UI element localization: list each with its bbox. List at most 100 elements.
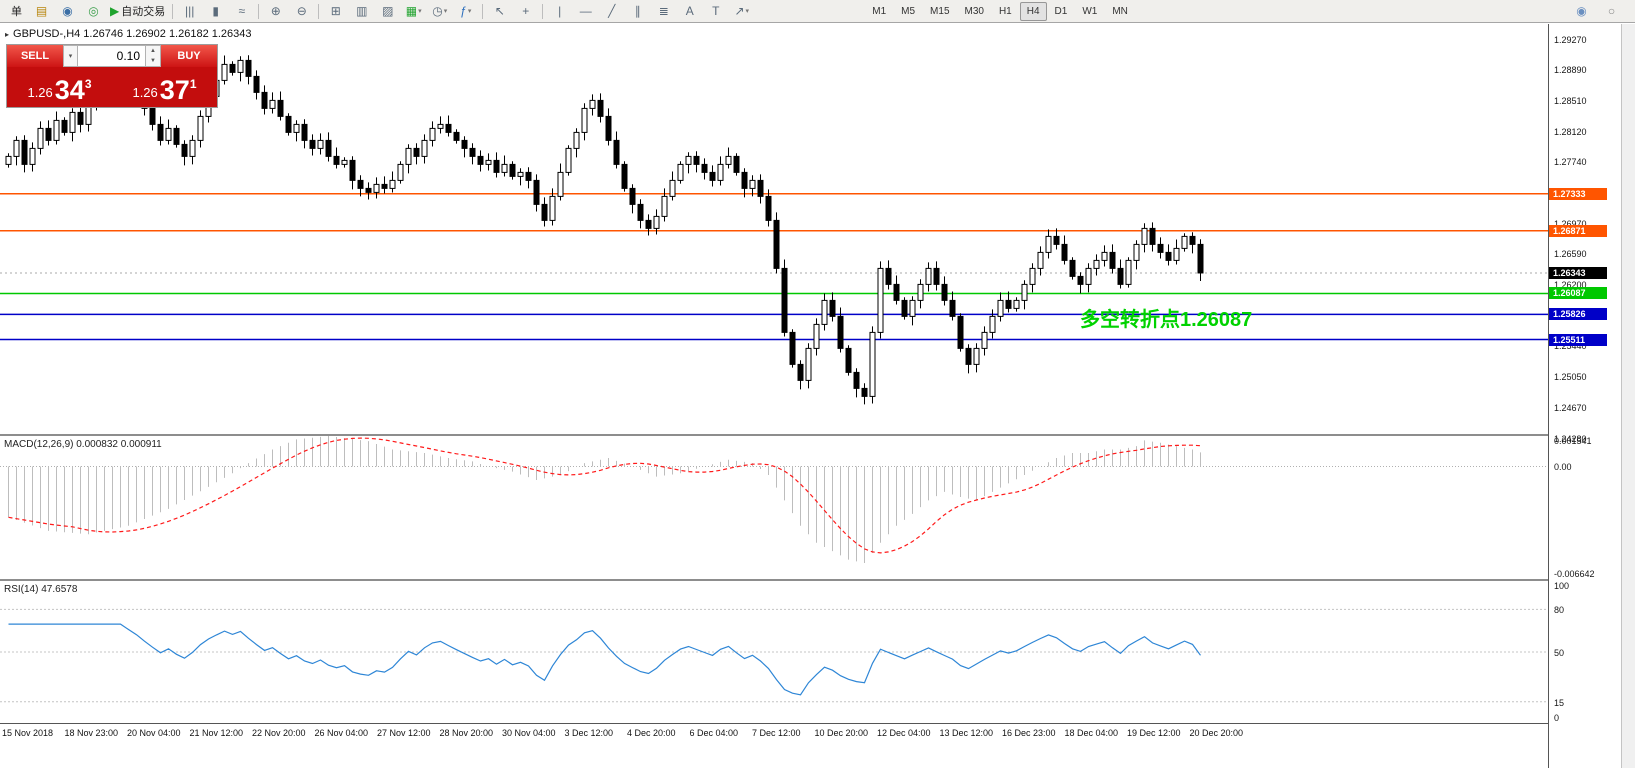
periodicity-icon-dropdown[interactable]: ▾	[443, 8, 448, 15]
timeframe-m5-button[interactable]: M5	[901, 5, 916, 17]
timeframe-w1-button[interactable]: W1	[1082, 5, 1098, 17]
search-icon[interactable]: ○	[1607, 4, 1616, 18]
panel-separator[interactable]	[0, 579, 1635, 581]
chart-shift-icon[interactable]: ▨	[375, 1, 400, 22]
vertical-scrollbar[interactable]	[1621, 24, 1635, 768]
candle-body	[261, 91, 268, 109]
candle-body	[941, 283, 948, 301]
buy-price-big: 37	[159, 74, 190, 105]
time-axis[interactable]: 15 Nov 2018 18 Nov 23:00 20 Nov 04:00 21 No…	[0, 724, 1548, 746]
periodicity-icon[interactable]: ◷ ▾	[427, 1, 452, 22]
candle-body	[165, 127, 172, 141]
indicators-icon: ƒ	[460, 4, 467, 18]
navigator-icon[interactable]: ◎	[81, 1, 106, 22]
candle-body	[581, 107, 588, 133]
candle-body	[701, 163, 708, 173]
candle-body	[477, 155, 484, 165]
price-axis-label: 1.26200	[1554, 280, 1587, 291]
label-tool-icon[interactable]: T	[703, 1, 728, 22]
new-chart-button[interactable]: ▦ ▾	[401, 1, 426, 22]
zoom-in-icon[interactable]: ⊕	[263, 1, 288, 22]
price-chart-panel[interactable]: ▸ GBPUSD-,H4 1.26746 1.26902 1.26182 1.2…	[0, 24, 1548, 434]
market-watch-icon[interactable]: ◉	[55, 1, 80, 22]
channel-tool-icon[interactable]: ∥	[625, 1, 650, 22]
candle-body	[821, 299, 828, 325]
panel-separator	[0, 723, 1635, 724]
candle-body	[1189, 235, 1196, 245]
time-label: 10 Dec 20:00	[814, 728, 869, 738]
rsi-axis-label: 15	[1554, 697, 1565, 708]
time-label: 3 Dec 12:00	[564, 728, 614, 738]
candle-body	[469, 147, 476, 157]
volume-stepper[interactable]: ▲ ▼	[146, 45, 161, 67]
candle-body	[877, 267, 884, 333]
candle-body	[341, 159, 348, 165]
rsi-panel[interactable]: RSI(14) 47.6578	[0, 581, 1548, 723]
candle-body	[37, 127, 44, 149]
candle-body	[493, 159, 500, 173]
candle-body	[605, 115, 612, 141]
candle-body	[1085, 267, 1092, 285]
timeframe-mn-button[interactable]: MN	[1112, 5, 1128, 17]
indicators-icon-dropdown[interactable]: ▾	[467, 8, 472, 15]
candle-body	[645, 219, 652, 229]
buy-price-pip: 1	[189, 77, 197, 91]
chart-window-icon[interactable]: ▤	[29, 1, 54, 22]
indicators-icon[interactable]: ƒ ▾	[453, 1, 478, 22]
macd-panel[interactable]: MACD(12,26,9) 0.000832 0.000911	[0, 436, 1548, 579]
order-button[interactable]: 单	[3, 1, 28, 22]
auto-arrange-icon[interactable]: ▥	[349, 1, 374, 22]
timeframe-m15-button[interactable]: M15	[930, 5, 950, 17]
timeframe-m30-button[interactable]: M30	[964, 5, 984, 17]
trendline-tool-icon[interactable]: ╱	[599, 1, 624, 22]
candle-body	[901, 299, 908, 317]
buy-button[interactable]: BUY	[161, 45, 217, 67]
timeframe-m1-button[interactable]: M1	[872, 5, 887, 17]
price-axis[interactable]: 1.29270 1.28890 1.28510 1.28120 1.27740 1.273…	[1548, 24, 1623, 768]
sell-button[interactable]: SELL	[7, 45, 63, 67]
candle-body	[845, 347, 852, 373]
panel-separator[interactable]	[0, 434, 1635, 436]
candle-body	[1045, 235, 1052, 253]
candle-body	[285, 115, 292, 133]
timeframe-d1-button[interactable]: D1	[1054, 5, 1068, 17]
volume-down-icon[interactable]: ▼	[150, 58, 156, 64]
tile-windows-icon: ⊞	[330, 4, 341, 18]
line-chart-type-icon[interactable]: ≈	[229, 1, 254, 22]
timeframe-h4-button[interactable]: H4	[1019, 1, 1047, 21]
candle-body	[653, 215, 660, 229]
chart-shift-icon: ▨	[382, 4, 394, 18]
candle-body	[293, 123, 300, 133]
candle-body	[997, 299, 1004, 317]
new-chart-button-dropdown[interactable]: ▾	[418, 8, 422, 15]
chart-collapse-icon[interactable]: ▸	[5, 29, 10, 39]
bar-chart-type-icon[interactable]: |||	[177, 1, 202, 22]
candle-body	[917, 283, 924, 301]
timeframe-h1-button[interactable]: H1	[998, 5, 1012, 17]
autotrade-button: ▶	[110, 4, 120, 18]
new-chart-button: ▦	[405, 4, 418, 18]
autotrade-button[interactable]: ▶ 自动交易	[107, 1, 168, 22]
arrows-tool-icon[interactable]: ↗ ▾	[729, 1, 754, 22]
cursor-icon[interactable]: ↖	[487, 1, 512, 22]
time-label: 20 Nov 04:00	[127, 728, 181, 738]
one-click-trade-panel: SELL ▾ ▲ ▼ BUY 1.26 34 3 1.26 37 1	[7, 45, 217, 107]
volume-dropdown-button[interactable]: ▾	[63, 45, 78, 67]
zoom-out-icon[interactable]: ⊖	[289, 1, 314, 22]
volume-up-icon[interactable]: ▲	[150, 48, 156, 54]
vertical-line-tool-icon[interactable]: |	[547, 1, 572, 22]
horizontal-line-tool-icon[interactable]: —	[573, 1, 598, 22]
fibonacci-tool-icon[interactable]: ≣	[651, 1, 676, 22]
buy-price[interactable]: 1.26 37 1	[112, 67, 217, 107]
tile-windows-icon[interactable]: ⊞	[323, 1, 348, 22]
candle-body	[149, 107, 156, 125]
toolbar-separator	[542, 3, 544, 19]
sell-price[interactable]: 1.26 34 3	[7, 67, 112, 107]
text-tool-icon[interactable]: A	[677, 1, 702, 22]
volume-input[interactable]	[78, 45, 146, 67]
candle-body	[669, 179, 676, 197]
candlestick-chart-type-icon[interactable]: ▮	[203, 1, 228, 22]
arrows-tool-icon-dropdown[interactable]: ▾	[745, 8, 750, 15]
community-icon[interactable]: ◉	[1576, 4, 1587, 18]
crosshair-icon[interactable]: +	[513, 1, 538, 22]
